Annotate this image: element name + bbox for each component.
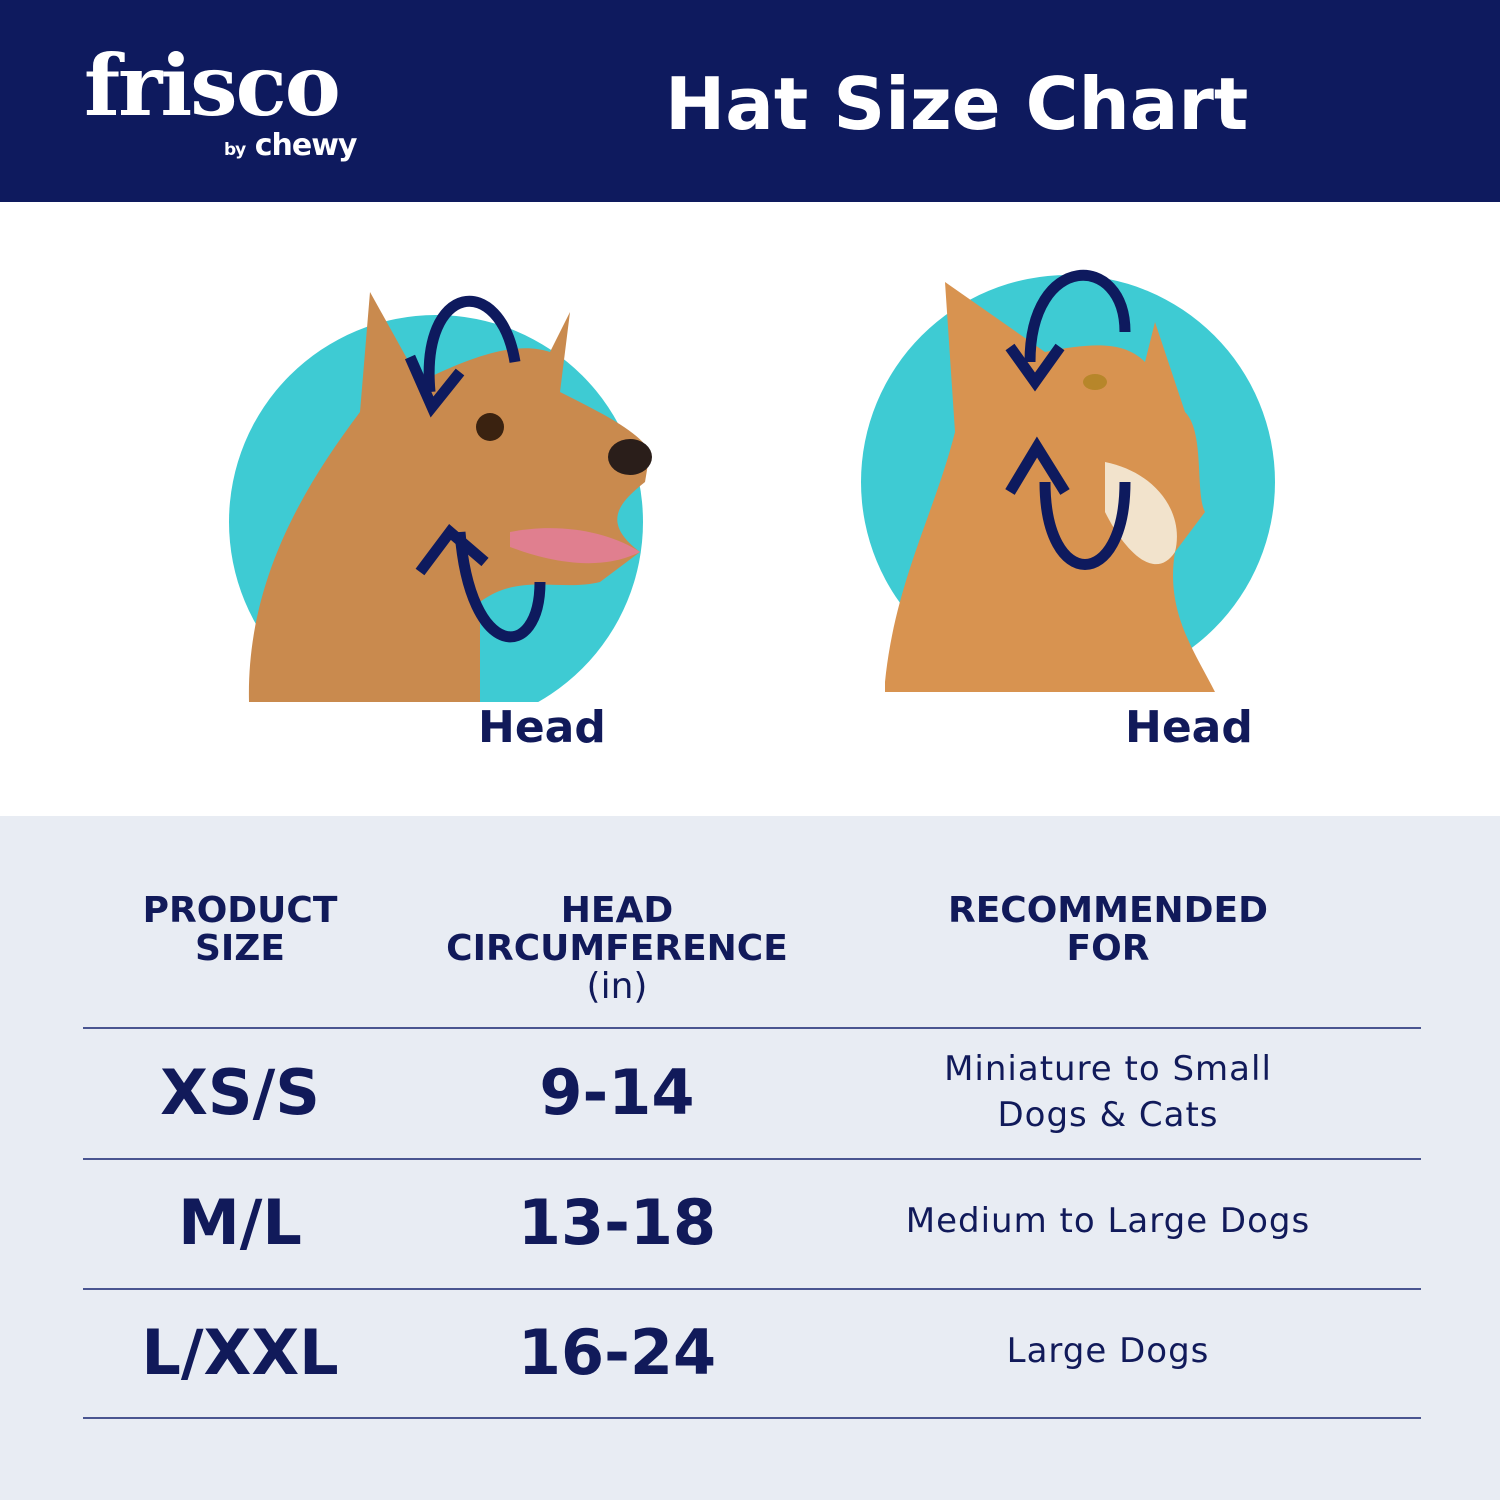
circumference-arrows-icon xyxy=(404,295,546,643)
circumference-arrows-icon xyxy=(1005,269,1131,570)
dog-icon xyxy=(248,292,650,702)
row-recommended: Large Dogs xyxy=(1006,1331,1210,1371)
row-recommended: Medium to Large Dogs xyxy=(905,1201,1311,1241)
row-recommended: Miniature to Small Dogs & Cats xyxy=(944,1049,1272,1135)
page-title: Hat Size Chart xyxy=(665,62,1249,146)
header-product-size: PRODUCT SIZE xyxy=(142,890,338,969)
row-circumference: 13-18 xyxy=(517,1186,717,1259)
row-circumference: 16-24 xyxy=(517,1316,717,1389)
dog-head-label: Head xyxy=(478,702,606,753)
row-size: XS/S xyxy=(160,1056,320,1129)
divider xyxy=(83,1027,1421,1029)
divider xyxy=(83,1288,1421,1290)
header-head-circumference: HEAD CIRCUMFERENCE (in) xyxy=(446,890,788,1007)
header-recommended-for: RECOMMENDED FOR xyxy=(947,890,1269,969)
divider xyxy=(83,1417,1421,1419)
measurement-illustrations: Head Head xyxy=(0,202,1500,816)
dog-head-illustration xyxy=(229,292,652,702)
header-banner: frisco by chewy Hat Size Chart xyxy=(0,0,1500,202)
row-size: L/XXL xyxy=(141,1316,339,1389)
logo-byline: by chewy xyxy=(224,128,357,163)
frisco-logo: frisco by chewy xyxy=(84,36,384,166)
size-table: PRODUCT SIZE HEAD CIRCUMFERENCE (in) RECOMM… xyxy=(0,816,1500,1500)
cat-head-label: Head xyxy=(1125,702,1253,753)
row-circumference: 9-14 xyxy=(539,1056,695,1129)
divider xyxy=(83,1158,1421,1160)
logo-brand: frisco xyxy=(84,36,341,135)
cat-head-illustration xyxy=(861,269,1275,692)
row-size: M/L xyxy=(178,1186,302,1259)
